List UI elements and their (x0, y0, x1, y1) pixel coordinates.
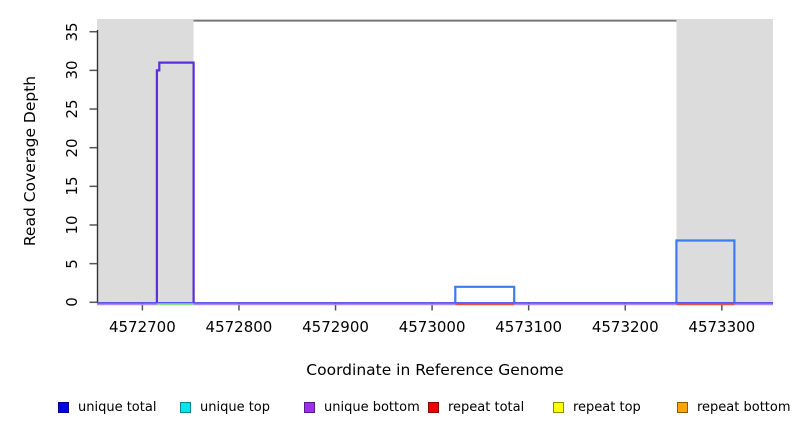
unique-bottom-peak-left (155, 61, 195, 303)
legend-item-repeat-total: repeat total (428, 396, 524, 418)
y-tick-label: 20 (63, 138, 81, 158)
legend-label: unique total (78, 399, 157, 415)
legend-swatch-icon (553, 401, 564, 413)
unique-total-peak-mid (454, 285, 516, 303)
x-tick-label: 4572800 (205, 318, 273, 336)
x-tick-label: 4573200 (591, 318, 659, 336)
legend-item-repeat-top: repeat top (553, 396, 641, 418)
y-tick-label: 15 (63, 176, 81, 196)
x-tick-label: 4573100 (495, 318, 563, 336)
legend-item-unique-total: unique total (58, 396, 156, 418)
x-tick-label: 4573000 (398, 318, 466, 336)
y-tick-label: 25 (63, 99, 81, 119)
y-tick-label: 5 (63, 258, 81, 269)
x-tick-label: 4572900 (302, 318, 369, 336)
legend-item-unique-bottom: unique bottom (304, 396, 420, 418)
left-flank-shading (97, 19, 194, 303)
x-tick-label: 4572700 (108, 318, 176, 336)
y-tick-label: 35 (63, 22, 81, 42)
legend-item-repeat-bottom: repeat bottom (677, 396, 791, 418)
unique-total-peak-right (675, 239, 736, 303)
legend-swatch-icon (677, 401, 688, 413)
legend-swatch-icon (304, 401, 315, 413)
x-tick-label: 4573300 (688, 318, 756, 336)
legend-label: unique top (200, 399, 271, 415)
legend-swatch-icon (58, 401, 69, 413)
y-tick-label: 0 (63, 297, 81, 308)
right-flank-shading (676, 19, 773, 303)
y-axis-label: Read Coverage Depth (21, 75, 39, 247)
x-axis-label: Coordinate in Reference Genome (306, 361, 564, 379)
legend-label: repeat bottom (697, 399, 791, 415)
y-tick-label: 30 (63, 60, 81, 80)
legend-label: repeat top (573, 399, 641, 415)
legend-label: repeat total (448, 399, 525, 415)
legend-item-unique-top: unique top (180, 396, 270, 418)
legend-swatch-icon (428, 401, 439, 413)
legend-swatch-icon (180, 401, 191, 413)
legend-label: unique bottom (324, 399, 420, 415)
legend: unique total unique top unique bottom repea… (0, 396, 792, 422)
y-tick-label: 10 (63, 215, 81, 235)
